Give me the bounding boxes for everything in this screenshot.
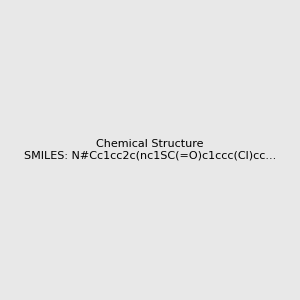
Text: Chemical Structure
SMILES: N#Cc1cc2c(nc1SC(=O)c1ccc(Cl)cc...: Chemical Structure SMILES: N#Cc1cc2c(nc1… (24, 139, 276, 161)
